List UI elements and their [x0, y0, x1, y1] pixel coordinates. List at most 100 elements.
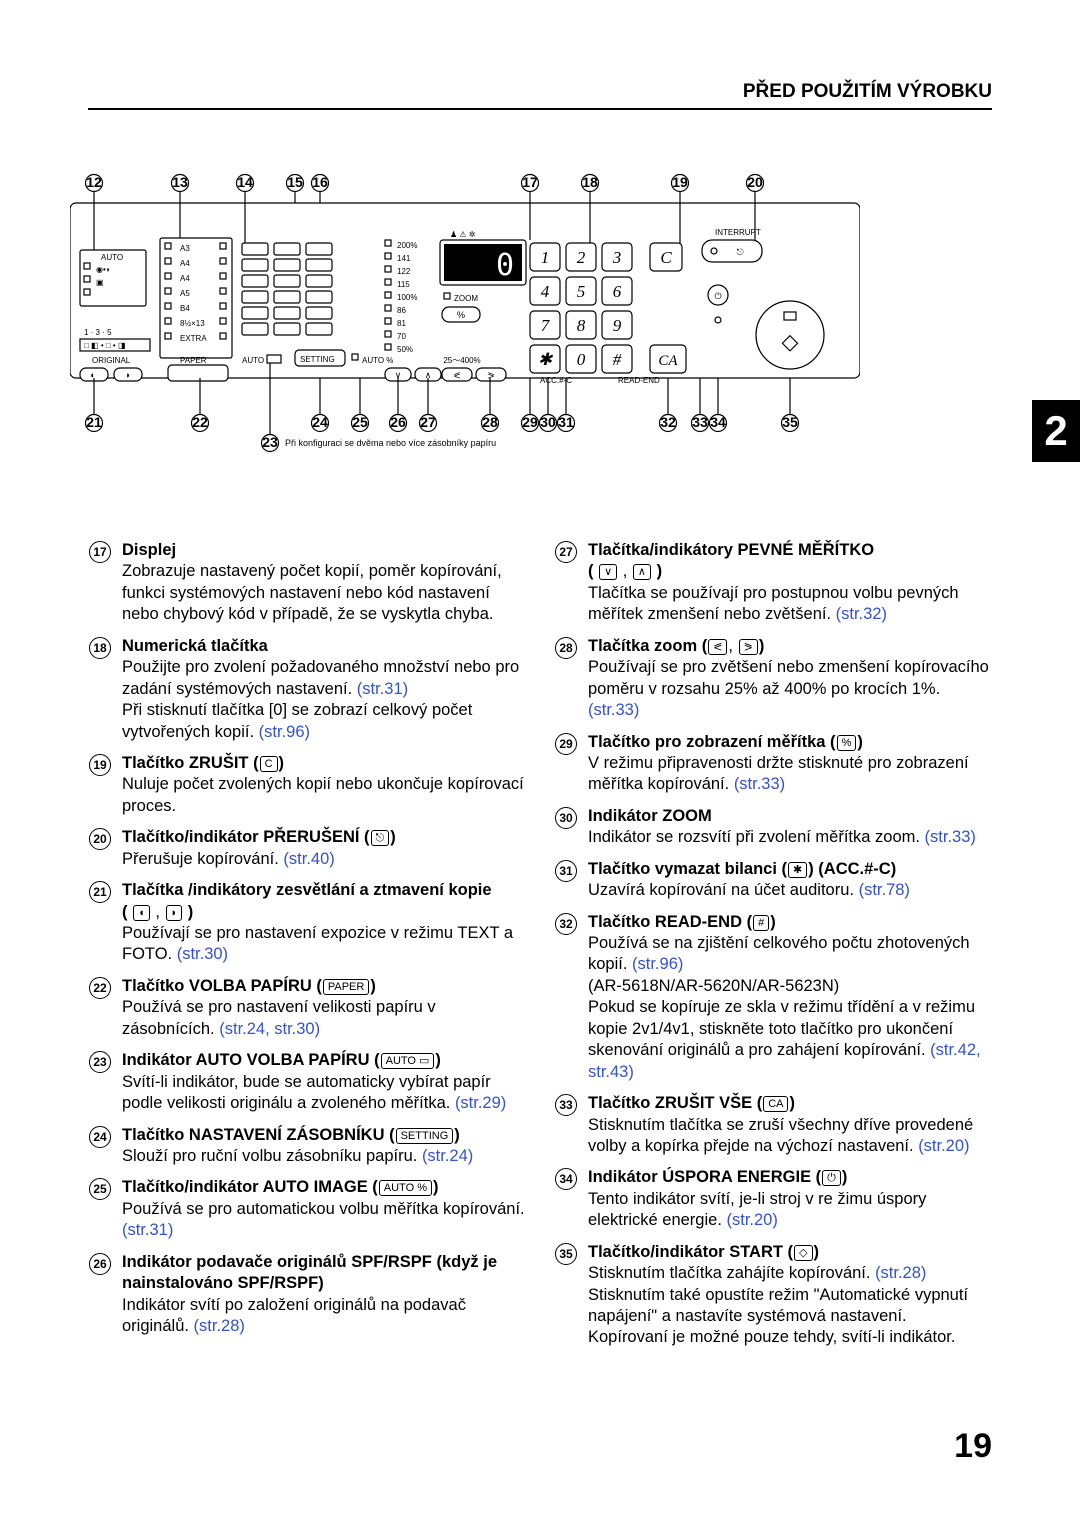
description-item: 29Tlačítko pro zobrazení měřítka (%)V re… [554, 732, 992, 796]
item-body-text: Tlačítka se používají pro postupnou volb… [588, 583, 992, 626]
item-title: Tlačítko READ-END ( [588, 913, 752, 931]
svg-text:◉•◗: ◉•◗ [96, 265, 111, 274]
description-item: 18Numerická tlačítkaPoužijte pro zvolení… [88, 636, 526, 743]
icon-row-icon: ◖ [133, 905, 150, 921]
icon-row-icon: ◗ [166, 905, 183, 921]
item-title: Tlačítko ZRUŠIT ( [122, 754, 259, 772]
svg-text:%: % [457, 310, 465, 320]
page-ref-link[interactable]: (str.96) [259, 723, 310, 741]
svg-text:33: 33 [692, 414, 708, 430]
svg-text:122: 122 [397, 267, 411, 276]
svg-text:8½×13: 8½×13 [180, 319, 205, 328]
description-item: 35Tlačítko/indikátor START (◇)Stisknutím… [554, 1242, 992, 1349]
page-ref-link[interactable]: (str.20) [918, 1137, 969, 1155]
svg-text:100%: 100% [397, 293, 417, 302]
svg-text:PAPER: PAPER [180, 356, 207, 365]
svg-text:8: 8 [577, 316, 586, 335]
svg-text:0: 0 [496, 248, 514, 283]
svg-text:◇: ◇ [782, 329, 799, 354]
title-inline-icon: ◇ [794, 1245, 812, 1261]
title-inline-icon: CA [763, 1096, 788, 1112]
callout-number: 31 [555, 860, 577, 882]
svg-text:4: 4 [541, 282, 550, 301]
svg-text:141: 141 [397, 254, 411, 263]
svg-text:A4: A4 [180, 259, 190, 268]
page-ref-link[interactable]: (str.28) [875, 1264, 926, 1282]
item-body-text: Nuluje počet zvolených kopií nebo ukonču… [122, 774, 526, 817]
page-ref-link[interactable]: (str.33) [734, 775, 785, 793]
description-item: 28Tlačítka zoom (⪕, ⪖)Používají se pro z… [554, 636, 992, 722]
page-ref-link[interactable]: (str.33) [925, 828, 976, 846]
svg-text:86: 86 [397, 306, 406, 315]
svg-text:CA: CA [658, 353, 678, 369]
svg-text:35: 35 [782, 414, 798, 430]
page-ref-link[interactable]: (str.24, str.30) [219, 1020, 320, 1038]
page-ref-link[interactable]: (str.31) [122, 1221, 173, 1239]
svg-text:C: C [660, 248, 672, 267]
svg-text:⎋: ⎋ [736, 247, 743, 257]
svg-text:25: 25 [352, 414, 368, 430]
item-title: Tlačítko/indikátor PŘERUŠENÍ ( [122, 828, 370, 846]
svg-text:5: 5 [577, 282, 586, 301]
item-title: Tlačítko/indikátor AUTO IMAGE ( [122, 1178, 378, 1196]
description-item: 31Tlačítko vymazat bilanci (✱) (ACC.#-C)… [554, 859, 992, 902]
page-ref-link[interactable]: (str.29) [455, 1094, 506, 1112]
svg-text:6: 6 [613, 282, 622, 301]
title-inline-icon: C [260, 756, 278, 772]
title-inline-icon: AUTO % [379, 1180, 432, 1196]
svg-text:29: 29 [522, 414, 538, 430]
item-body-text: Uzavírá kopírování na účet auditoru. (st… [588, 880, 992, 901]
svg-text:25～400%: 25～400% [443, 356, 480, 365]
svg-text:26: 26 [390, 414, 406, 430]
svg-text:30: 30 [540, 414, 556, 430]
page-ref-link[interactable]: (str.28) [194, 1317, 245, 1335]
svg-text:INTERRUPT: INTERRUPT [715, 228, 761, 237]
svg-text:34: 34 [710, 414, 726, 430]
svg-text:32: 32 [660, 414, 676, 430]
svg-text:2: 2 [577, 248, 586, 267]
item-body-text: Indikátor se rozsvítí při zvolení měřítk… [588, 827, 992, 848]
callout-number: 25 [89, 1178, 111, 1200]
callout-number: 27 [555, 541, 577, 563]
svg-text:9: 9 [613, 316, 622, 335]
description-item: 20Tlačítko/indikátor PŘERUŠENÍ (⎋)Přeruš… [88, 827, 526, 870]
page-ref-link[interactable]: (str.78) [859, 881, 910, 899]
section-header: PŘED POUŽITÍM VÝROBKU [743, 80, 992, 105]
page-ref-link[interactable]: (str.31) [357, 680, 408, 698]
svg-text:READ-END: READ-END [618, 376, 660, 385]
page-ref-link[interactable]: (str.33) [588, 701, 639, 719]
callout-number: 21 [89, 881, 111, 903]
item-title: Tlačítko vymazat bilanci ( [588, 860, 787, 878]
description-item: 24Tlačítko NASTAVENÍ ZÁSOBNÍKU (SETTING)… [88, 1125, 526, 1168]
description-item: 19Tlačítko ZRUŠIT (C)Nuluje počet zvolen… [88, 753, 526, 817]
item-title: Tlačítka zoom ( [588, 637, 707, 655]
item-body-text: Používá se pro automatickou volbu měřítk… [122, 1199, 526, 1242]
page-ref-link[interactable]: (str.96) [632, 955, 683, 973]
item-body-text: (AR-5618N/AR-5620N/AR-5623N)Pokud se kop… [588, 976, 992, 1083]
item-body-text: Při stisknutí tlačítka [0] se zobrazí ce… [122, 700, 526, 743]
page-ref-link[interactable]: (str.30) [177, 945, 228, 963]
svg-text:12: 12 [86, 174, 102, 190]
title-inline-icon: ⪕ [708, 639, 727, 655]
item-body-text: Zobrazuje nastavený počet kopií, poměr k… [122, 561, 526, 625]
page-ref-link[interactable]: (str.42, str.43) [588, 1041, 981, 1080]
svg-text:ORIGINAL: ORIGINAL [92, 356, 131, 365]
page-ref-link[interactable]: (str.24) [422, 1147, 473, 1165]
callout-number: 34 [555, 1168, 577, 1190]
svg-text:SETTING: SETTING [300, 355, 335, 364]
page-ref-link[interactable]: (str.32) [836, 605, 887, 623]
item-body-text: Stisknutím tlačítka se zruší všechny dří… [588, 1115, 992, 1158]
svg-text:31: 31 [558, 414, 574, 430]
svg-text:19: 19 [672, 174, 688, 190]
item-title: Numerická tlačítka [122, 637, 268, 655]
item-title: Indikátor AUTO VOLBA PAPÍRU ( [122, 1051, 380, 1069]
svg-text:28: 28 [482, 414, 498, 430]
description-item: 27Tlačítka/indikátory PEVNÉ MĚŘÍTKO( ∨ ,… [554, 540, 992, 626]
item-title: Tlačítko VOLBA PAPÍRU ( [122, 977, 322, 995]
page-ref-link[interactable]: (str.20) [727, 1211, 778, 1229]
page-ref-link[interactable]: (str.40) [283, 850, 334, 868]
svg-text:27: 27 [420, 414, 436, 430]
description-item: 34Indikátor ÚSPORA ENERGIE (⏻)Tento indi… [554, 1167, 992, 1231]
svg-text:A3: A3 [180, 244, 190, 253]
svg-text:#: # [613, 350, 622, 369]
